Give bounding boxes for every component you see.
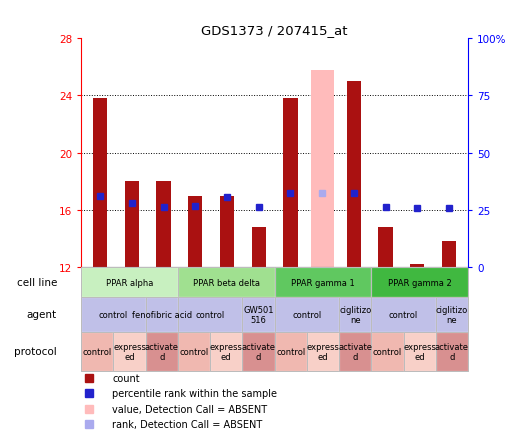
Text: express
ed: express ed [403, 342, 436, 361]
Text: PPAR gamma 1: PPAR gamma 1 [291, 278, 355, 287]
Text: express
ed: express ed [210, 342, 243, 361]
Bar [81, 268, 178, 298]
Bar [210, 332, 242, 371]
Bar [145, 332, 178, 371]
Bar [339, 332, 371, 371]
Bar [275, 332, 307, 371]
Bar [339, 332, 371, 371]
Text: rank, Detection Call = ABSENT: rank, Detection Call = ABSENT [112, 419, 262, 429]
Bar [371, 298, 436, 332]
Text: control: control [276, 347, 305, 356]
Bar [242, 298, 275, 332]
Text: cell line: cell line [17, 278, 57, 288]
Bar [242, 332, 275, 371]
Text: control: control [292, 310, 322, 319]
Bar [178, 268, 275, 298]
Text: GDS1373 / 207415_at: GDS1373 / 207415_at [201, 24, 348, 37]
Bar [81, 298, 145, 332]
Bar [442, 242, 456, 268]
Text: agent: agent [27, 310, 57, 320]
Bar [311, 70, 334, 268]
Bar [275, 332, 307, 371]
Bar [371, 298, 436, 332]
Text: PPAR alpha: PPAR alpha [106, 278, 153, 287]
Bar [339, 298, 371, 332]
Bar [404, 332, 436, 371]
Bar [404, 332, 436, 371]
Text: percentile rank within the sample: percentile rank within the sample [112, 388, 277, 398]
Bar [124, 182, 139, 268]
Bar [113, 332, 145, 371]
Bar [188, 196, 202, 268]
Text: activate
d: activate d [242, 342, 276, 361]
Bar [371, 332, 404, 371]
Text: count: count [112, 373, 140, 383]
Text: control: control [179, 347, 209, 356]
Bar [242, 298, 275, 332]
Text: fenofibric acid: fenofibric acid [132, 310, 192, 319]
Bar [178, 298, 242, 332]
Bar [347, 82, 361, 268]
Bar [178, 268, 275, 298]
Bar [371, 268, 468, 298]
Text: protocol: protocol [14, 346, 57, 356]
Text: PPAR gamma 2: PPAR gamma 2 [388, 278, 451, 287]
Bar [379, 227, 393, 268]
Text: control: control [83, 347, 112, 356]
Text: ciglitizo
ne: ciglitizo ne [436, 305, 468, 324]
Text: activate
d: activate d [338, 342, 372, 361]
Bar [145, 332, 178, 371]
Text: control: control [373, 347, 402, 356]
Bar [371, 332, 404, 371]
Text: ciglitizo
ne: ciglitizo ne [339, 305, 371, 324]
Text: express
ed: express ed [306, 342, 339, 361]
Text: express
ed: express ed [113, 342, 146, 361]
Bar [81, 332, 113, 371]
Bar [178, 332, 210, 371]
Bar [371, 268, 468, 298]
Bar [307, 332, 339, 371]
Bar [275, 268, 371, 298]
Bar [252, 227, 266, 268]
Bar [283, 99, 298, 268]
Bar [81, 298, 145, 332]
Bar [178, 332, 210, 371]
Bar [93, 99, 107, 268]
Bar [210, 332, 242, 371]
Bar [113, 332, 145, 371]
Bar [339, 298, 371, 332]
Bar [145, 298, 178, 332]
Text: control: control [99, 310, 128, 319]
Text: activate
d: activate d [145, 342, 179, 361]
Bar [275, 298, 339, 332]
Bar [275, 298, 339, 332]
Bar [178, 298, 242, 332]
Text: control: control [196, 310, 225, 319]
Bar [307, 332, 339, 371]
Text: GW501
516: GW501 516 [243, 305, 274, 324]
Bar [275, 268, 371, 298]
Bar [145, 298, 178, 332]
Bar [436, 332, 468, 371]
Text: activate
d: activate d [435, 342, 469, 361]
Bar [81, 268, 178, 298]
Bar [156, 182, 170, 268]
Bar [410, 265, 425, 268]
Text: value, Detection Call = ABSENT: value, Detection Call = ABSENT [112, 404, 267, 414]
Text: control: control [389, 310, 418, 319]
Bar [81, 332, 113, 371]
Bar [220, 196, 234, 268]
Bar [436, 332, 468, 371]
Bar [436, 298, 468, 332]
Bar [242, 332, 275, 371]
Text: PPAR beta delta: PPAR beta delta [192, 278, 260, 287]
Bar [436, 298, 468, 332]
